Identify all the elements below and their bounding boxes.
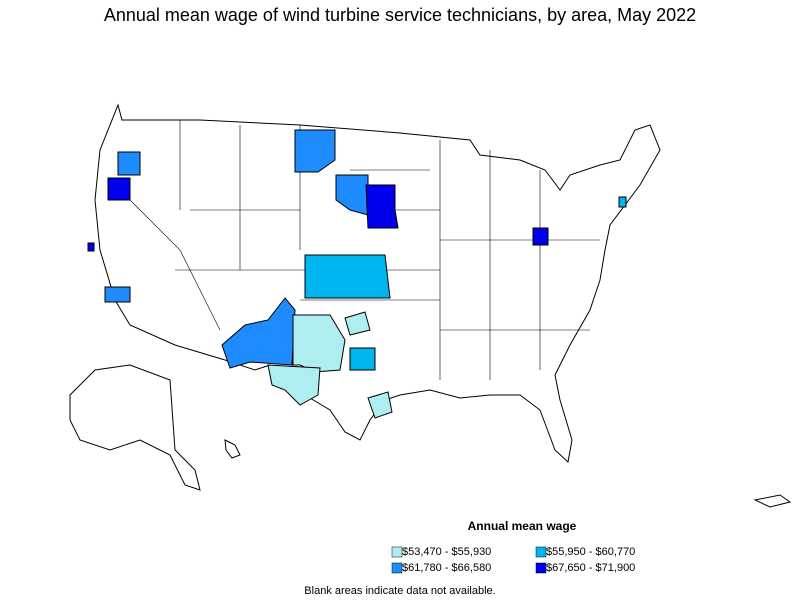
legend-label: $61,780 - $66,580 xyxy=(402,562,491,574)
region xyxy=(104,286,131,303)
region xyxy=(292,314,346,373)
legend-title: Annual mean wage xyxy=(468,519,577,533)
legend-swatch xyxy=(535,562,547,574)
region xyxy=(107,177,131,201)
footnote: Blank areas indicate data not available. xyxy=(304,585,495,597)
region xyxy=(349,347,376,371)
region xyxy=(267,364,321,406)
region xyxy=(365,184,399,229)
region xyxy=(618,196,627,208)
legend-swatch xyxy=(535,546,547,558)
region xyxy=(117,151,141,176)
legend-label: $53,470 - $55,930 xyxy=(402,546,491,558)
region xyxy=(344,311,371,336)
region xyxy=(304,254,391,299)
puerto-rico xyxy=(753,494,792,508)
legend-swatch xyxy=(391,546,403,558)
legend: $53,470 - $55,930 $55,950 - $60,770 $61,78… xyxy=(391,546,635,574)
map xyxy=(69,103,792,508)
legend-label: $67,650 - $71,900 xyxy=(546,562,635,574)
legend-swatch xyxy=(391,562,403,574)
region xyxy=(367,391,393,419)
alaska xyxy=(69,364,201,491)
region xyxy=(294,129,336,173)
region xyxy=(87,242,95,252)
legend-label: $55,950 - $60,770 xyxy=(546,546,635,558)
hawaii xyxy=(224,439,241,459)
region xyxy=(335,174,369,216)
region xyxy=(532,227,549,246)
region xyxy=(221,297,296,369)
map-title: Annual mean wage of wind turbine service… xyxy=(104,5,696,25)
